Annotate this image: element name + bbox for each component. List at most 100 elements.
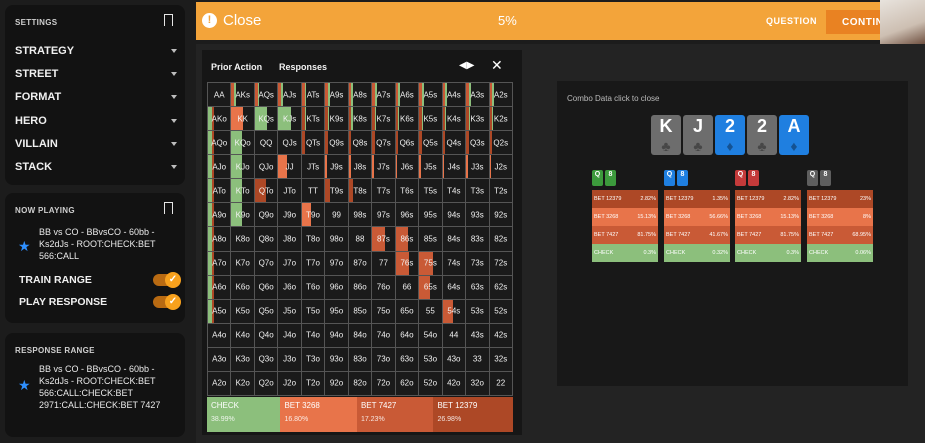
close-button[interactable]: Close: [223, 12, 262, 29]
hand-cell[interactable]: 82s: [489, 227, 512, 251]
hand-cell[interactable]: 98o: [325, 227, 348, 251]
legend-item[interactable]: BET 3268 16.80%: [280, 397, 357, 432]
hand-cell[interactable]: J8o: [278, 227, 301, 251]
legend-item[interactable]: CHECK 38.99%: [207, 397, 281, 432]
hand-cell[interactable]: 74s: [442, 251, 466, 275]
hand-cell[interactable]: 77: [372, 251, 395, 275]
hand-cell[interactable]: 42o: [442, 371, 466, 395]
hand-cell[interactable]: 74o: [372, 323, 395, 347]
hand-cell[interactable]: Q5s: [419, 131, 442, 155]
hand-cell[interactable]: J5s: [419, 155, 442, 179]
hand-cell[interactable]: AKs: [231, 83, 254, 107]
play-response-toggle[interactable]: ✓: [153, 294, 181, 310]
hand-cell[interactable]: K6o: [231, 275, 254, 299]
hand-cell[interactable]: ATs: [301, 83, 325, 107]
hand-cell[interactable]: AJs: [278, 83, 301, 107]
hand-cell[interactable]: 93s: [466, 203, 489, 227]
hand-cell[interactable]: Q4o: [254, 323, 278, 347]
hand-cell[interactable]: QTs: [301, 131, 325, 155]
hand-cell[interactable]: J8s: [348, 155, 372, 179]
combo-column[interactable]: Q 8 BET 12379 23% BET 3268 8% BET 7427 68.95% CH…: [807, 170, 873, 262]
hand-cell[interactable]: 84s: [442, 227, 466, 251]
hand-cell[interactable]: 97s: [372, 203, 395, 227]
hand-cell[interactable]: J2o: [278, 371, 301, 395]
hand-cell[interactable]: AQo: [208, 131, 231, 155]
hand-cell[interactable]: J4s: [442, 155, 466, 179]
legend-item[interactable]: BET 12379 26.98%: [433, 397, 513, 432]
close-icon[interactable]: ✕: [491, 57, 503, 73]
hand-cell[interactable]: 75o: [372, 299, 395, 323]
menu-strategy[interactable]: STRATEGY: [15, 39, 179, 62]
hand-cell[interactable]: 62o: [395, 371, 419, 395]
hand-cell[interactable]: 97o: [325, 251, 348, 275]
hand-cell[interactable]: A7s: [372, 83, 395, 107]
hand-cell[interactable]: 32s: [489, 347, 512, 371]
hand-cell[interactable]: 65o: [395, 299, 419, 323]
hand-cell[interactable]: T3s: [466, 179, 489, 203]
hand-cell[interactable]: 65s: [419, 275, 442, 299]
menu-stack[interactable]: STACK: [15, 155, 179, 178]
hand-cell[interactable]: Q9o: [254, 203, 278, 227]
hand-cell[interactable]: AJo: [208, 155, 231, 179]
hand-cell[interactable]: T6s: [395, 179, 419, 203]
hand-cell[interactable]: 43s: [466, 323, 489, 347]
hand-cell[interactable]: 99: [325, 203, 348, 227]
hand-cell[interactable]: 92s: [489, 203, 512, 227]
hand-cell[interactable]: T7s: [372, 179, 395, 203]
hand-cell[interactable]: KQs: [254, 107, 278, 131]
hand-cell[interactable]: AKo: [208, 107, 231, 131]
hand-cell[interactable]: 84o: [348, 323, 372, 347]
hand-cell[interactable]: 76o: [372, 275, 395, 299]
hand-cell[interactable]: 83s: [466, 227, 489, 251]
star-icon[interactable]: ★: [18, 377, 31, 393]
hand-cell[interactable]: A9o: [208, 203, 231, 227]
legend-item[interactable]: BET 7427 17.23%: [356, 397, 434, 432]
hand-cell[interactable]: JTo: [278, 179, 301, 203]
hand-cell[interactable]: A5s: [419, 83, 442, 107]
train-range-toggle[interactable]: ✓: [153, 272, 181, 288]
hand-cell[interactable]: 83o: [348, 347, 372, 371]
hand-cell[interactable]: K3s: [466, 107, 489, 131]
hand-cell[interactable]: Q3s: [466, 131, 489, 155]
hand-cell[interactable]: A4o: [208, 323, 231, 347]
menu-format[interactable]: FORMAT: [15, 86, 179, 109]
hand-cell[interactable]: 85o: [348, 299, 372, 323]
hand-cell[interactable]: Q7o: [254, 251, 278, 275]
combo-column[interactable]: Q 8 BET 12379 1.35% BET 3268 56.66% BET 7427 41…: [664, 170, 730, 262]
hand-cell[interactable]: J7o: [278, 251, 301, 275]
hand-cell[interactable]: 87o: [348, 251, 372, 275]
hand-cell[interactable]: 52o: [419, 371, 442, 395]
combo-column[interactable]: Q 8 BET 12379 2.82% BET 3268 15.13% BET 7427 81…: [592, 170, 658, 262]
hand-cell[interactable]: A6s: [395, 83, 419, 107]
info-icon[interactable]: !: [202, 13, 217, 28]
hand-cell[interactable]: T5s: [419, 179, 442, 203]
hand-cell[interactable]: 63s: [466, 275, 489, 299]
hand-cell[interactable]: 76s: [395, 251, 419, 275]
hand-cell[interactable]: A7o: [208, 251, 231, 275]
hand-cell[interactable]: QJs: [278, 131, 301, 155]
hand-cell[interactable]: J7s: [372, 155, 395, 179]
hand-cell[interactable]: 54s: [442, 299, 466, 323]
hand-cell[interactable]: 72s: [489, 251, 512, 275]
hand-cell[interactable]: 95o: [325, 299, 348, 323]
hand-cell[interactable]: KJo: [231, 155, 254, 179]
hand-cell[interactable]: 96o: [325, 275, 348, 299]
hand-cell[interactable]: 52s: [489, 299, 512, 323]
hand-cell[interactable]: T8o: [301, 227, 325, 251]
hand-cell[interactable]: JJ: [278, 155, 301, 179]
hand-cell[interactable]: A8o: [208, 227, 231, 251]
hand-cell[interactable]: K7o: [231, 251, 254, 275]
hand-cell[interactable]: Q9s: [325, 131, 348, 155]
hand-cell[interactable]: J9s: [325, 155, 348, 179]
hand-cell[interactable]: 73o: [372, 347, 395, 371]
hand-cell[interactable]: A6o: [208, 275, 231, 299]
hand-cell[interactable]: 44: [442, 323, 466, 347]
hand-cell[interactable]: K2o: [231, 371, 254, 395]
menu-villain[interactable]: VILLAIN: [15, 132, 179, 155]
hand-cell[interactable]: Q8s: [348, 131, 372, 155]
hand-cell[interactable]: T9s: [325, 179, 348, 203]
hand-cell[interactable]: 66: [395, 275, 419, 299]
hand-cell[interactable]: K4s: [442, 107, 466, 131]
swap-arrows-icon[interactable]: ◀▶: [459, 60, 475, 71]
hand-cell[interactable]: T2s: [489, 179, 512, 203]
